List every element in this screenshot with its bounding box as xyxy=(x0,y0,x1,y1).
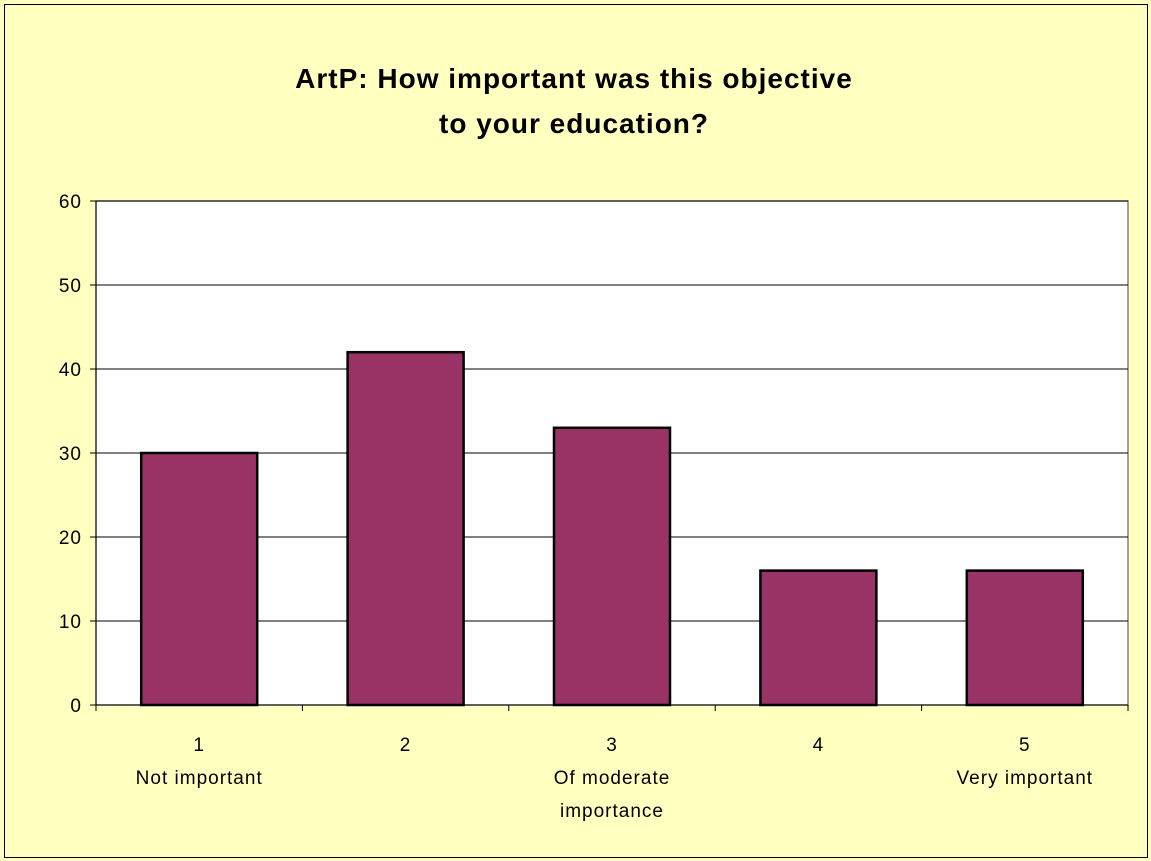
bar xyxy=(965,569,1085,707)
x-category-label: Not important xyxy=(136,768,263,789)
x-category-label: Very important xyxy=(957,768,1094,789)
y-tick-label: 30 xyxy=(59,444,82,465)
bar xyxy=(759,569,878,707)
x-category-label: 1 xyxy=(193,735,205,756)
bar xyxy=(552,426,672,707)
y-tick-label: 60 xyxy=(59,192,82,213)
x-category-label: importance xyxy=(560,801,664,822)
axes xyxy=(90,200,1129,711)
x-category-label: 3 xyxy=(606,735,618,756)
x-category-label: 4 xyxy=(813,735,825,756)
y-tick-label: 40 xyxy=(59,360,82,381)
y-tick-label: 10 xyxy=(59,612,82,633)
chart-title: ArtP: How important was this objective to… xyxy=(295,63,853,139)
y-axis-tick-labels: 0 10 20 30 40 50 60 xyxy=(59,192,82,717)
chart-title-line: to your education? xyxy=(439,108,709,139)
bar xyxy=(346,350,465,707)
bars xyxy=(139,350,1085,707)
x-category-label: 5 xyxy=(1019,735,1031,756)
x-category-label: Of moderate xyxy=(554,768,671,789)
x-axis-category-labels: 1 Not important 2 3 Of moderate importance 4 5 V… xyxy=(136,735,1094,822)
chart-title-line: ArtP: How important was this objective xyxy=(295,63,853,94)
y-tick-label: 20 xyxy=(59,528,82,549)
y-tick-label: 50 xyxy=(59,276,82,297)
bar xyxy=(139,451,259,707)
x-category-label: 2 xyxy=(400,735,412,756)
y-tick-label: 0 xyxy=(70,696,82,717)
